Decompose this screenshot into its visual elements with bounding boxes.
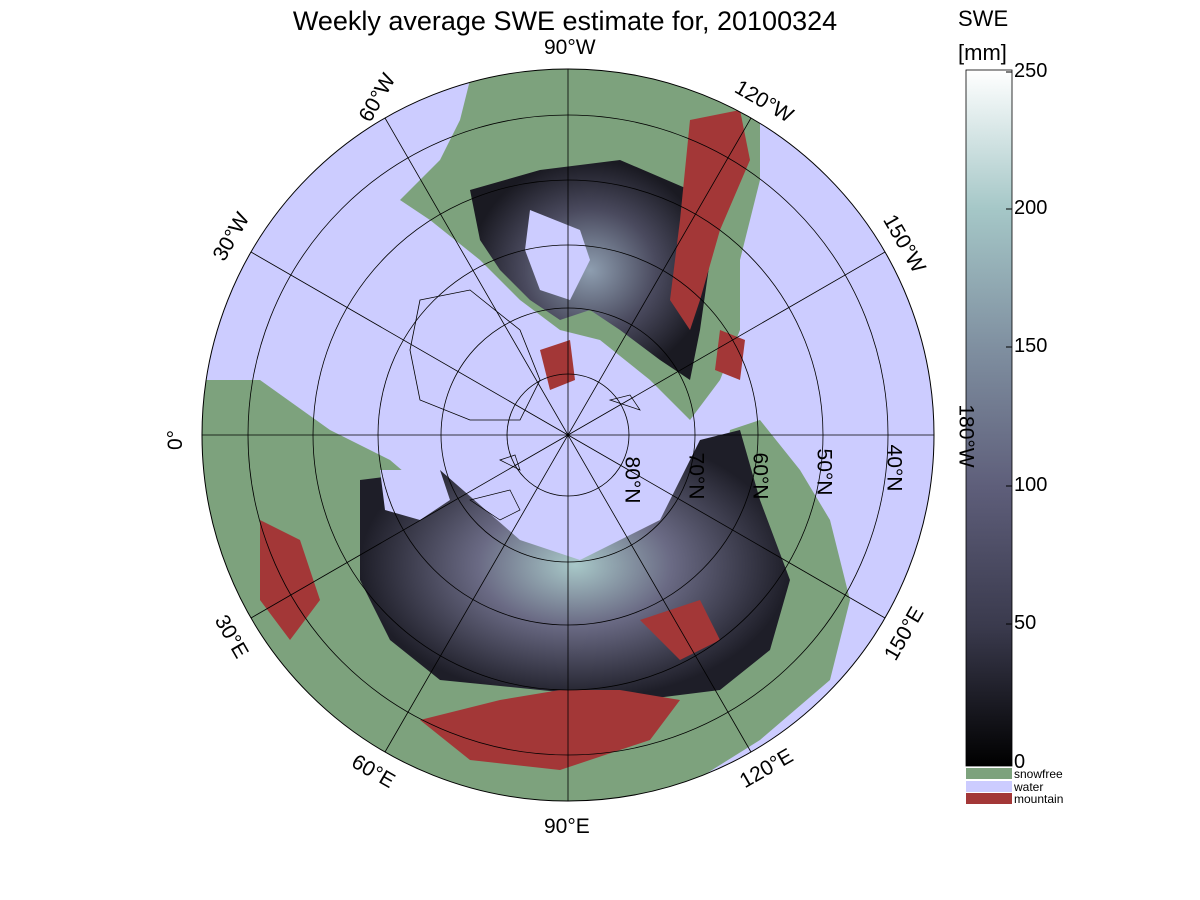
meridians [202,69,934,801]
colorbar-tickmarks [1006,71,1012,764]
hudson-bay [525,210,590,300]
colorbar-scale [965,69,1013,767]
colorbar-tick-200: 200 [1014,197,1048,219]
colorbar-label-swe: SWE [958,6,1009,31]
colorbar-tick-0: 0 [1014,751,1026,773]
legend-label-water: water [1014,780,1044,794]
colorbar-label-unit: [mm] [958,40,1007,65]
lat-label-40n: 40°N [882,444,906,492]
legend-swatch-water [966,781,1012,792]
colorbar-tick-250: 250 [1014,60,1048,82]
lat-label-80n: 80°N [620,456,644,504]
legend-label-mountain: mountain [1014,792,1064,806]
lon-label-180w: 180°W [954,404,978,468]
colorbar-tick-50: 50 [1014,612,1037,634]
mountain-regions [260,110,750,770]
lat-label-50n: 50°N [812,448,836,496]
lat-label-60n: 60°N [748,452,772,500]
baltic-sea [380,470,450,520]
lon-label-90w: 90°W [544,36,596,59]
colorbar-tick-150: 150 [1014,335,1048,357]
map-title: Weekly average SWE estimate for, 2010032… [292,6,838,36]
map-border [201,68,935,802]
legend-label-snowfree: snowfree [1014,767,1063,781]
lat-label-70n: 70°N [684,452,708,500]
lon-label-90e: 90°E [544,815,590,838]
greenland [409,289,541,421]
legend-swatch-mountain [966,793,1012,804]
arctic-islands [469,394,641,521]
lon-label-0: 0° [164,429,188,451]
legend-swatch-snowfree [966,768,1012,779]
colorbar-tick-100: 100 [1014,474,1048,496]
